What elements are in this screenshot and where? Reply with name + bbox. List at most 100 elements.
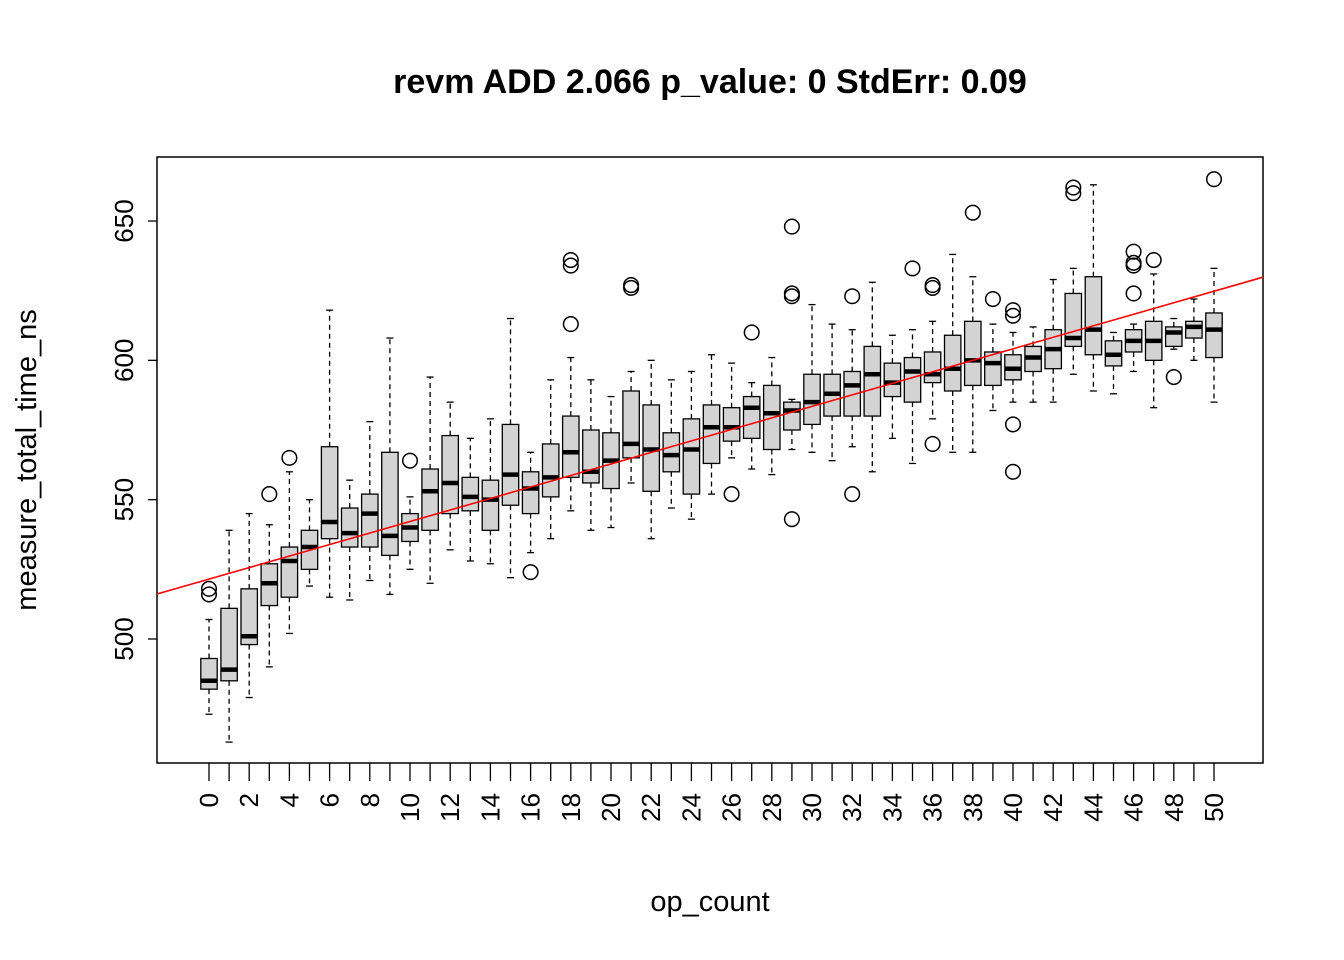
x-tick-label: 32 <box>837 793 867 822</box>
box-group-9 <box>381 337 399 596</box>
box-iqr <box>582 429 600 484</box>
box-group-15 <box>501 317 520 579</box>
x-tick-label: 0 <box>194 793 224 807</box>
box-iqr <box>722 407 741 442</box>
outlier-point <box>924 277 941 294</box>
outlier-point <box>1205 171 1223 188</box>
x-axis-label: op_count <box>650 886 769 918</box>
regression-line <box>156 276 1264 595</box>
x-tick-label: 6 <box>315 793 345 807</box>
x-tick-label: 24 <box>676 793 706 822</box>
box-group-25 <box>702 354 721 495</box>
outlier-point <box>1065 185 1082 202</box>
x-tick-label: 34 <box>877 793 907 822</box>
outlier-point <box>1065 179 1082 196</box>
y-axis-label: measure_total_time_ns <box>11 309 43 610</box>
outlier-point <box>281 449 298 466</box>
box-group-31 <box>823 323 841 462</box>
box-group-35 <box>903 260 922 465</box>
box-group-49 <box>1185 298 1203 361</box>
box-iqr <box>702 404 721 465</box>
box-group-24 <box>682 370 701 520</box>
box-group-16 <box>521 451 540 581</box>
x-tick-label: 22 <box>636 793 666 822</box>
outlier-point <box>1004 307 1022 324</box>
box-group-19 <box>582 379 600 531</box>
box-group-2 <box>240 512 259 699</box>
x-tick-label: 12 <box>435 793 465 822</box>
outlier-point <box>200 580 218 597</box>
box-group-26 <box>722 362 741 503</box>
regression-layer <box>156 276 1264 595</box>
outlier-point <box>984 290 1001 308</box>
box-group-36 <box>923 277 942 452</box>
x-tick-label: 28 <box>757 793 787 822</box>
x-tick-label: 36 <box>918 793 948 822</box>
x-tick-label: 42 <box>1038 793 1068 822</box>
box-iqr <box>421 468 439 531</box>
outlier-point <box>783 511 800 528</box>
box-iqr <box>381 451 399 557</box>
box-group-4 <box>280 449 299 635</box>
box-group-43 <box>1064 179 1083 375</box>
x-tick-label: 26 <box>717 793 747 822</box>
box-iqr <box>501 423 520 506</box>
outlier-point <box>261 486 278 503</box>
outlier-point <box>1004 463 1022 480</box>
box-group-48 <box>1164 317 1183 386</box>
outlier-point <box>623 277 640 294</box>
outlier-point <box>1145 251 1162 269</box>
outlier-point <box>562 251 579 269</box>
outlier-point <box>743 324 760 341</box>
box-iqr <box>1164 326 1183 348</box>
box-iqr <box>783 401 801 431</box>
box-iqr <box>320 446 339 540</box>
y-axis: 500 550 600 650 <box>109 199 157 661</box>
box-iqr <box>521 471 540 515</box>
box-group-39 <box>984 290 1002 412</box>
box-group-40 <box>1004 302 1022 480</box>
y-tick-label: 500 <box>109 617 139 660</box>
box-group-14 <box>481 418 500 565</box>
x-tick-label: 10 <box>395 793 425 822</box>
x-tick-label: 16 <box>516 793 546 822</box>
box-iqr <box>360 493 379 548</box>
outlier-point <box>1125 285 1142 302</box>
y-tick-label: 600 <box>109 339 139 382</box>
x-tick-label: 40 <box>998 793 1028 822</box>
box-group-10 <box>401 452 419 570</box>
outlier-point <box>1004 416 1022 433</box>
box-group-50 <box>1205 171 1223 403</box>
box-group-44 <box>1084 184 1103 392</box>
box-group-21 <box>622 277 640 484</box>
box-iqr <box>561 415 580 479</box>
outlier-point <box>783 285 800 302</box>
box-group-22 <box>642 359 661 540</box>
outlier-point <box>562 316 579 333</box>
chart-title: revm ADD 2.066 p_value: 0 StdErr: 0.09 <box>393 63 1027 101</box>
box-group-0 <box>200 580 218 715</box>
box-group-20 <box>602 395 620 529</box>
y-tick-label: 550 <box>109 478 139 521</box>
box-iqr <box>963 320 982 387</box>
outlier-point <box>401 452 419 469</box>
box-iqr <box>1205 312 1223 359</box>
box-group-42 <box>1044 278 1063 403</box>
outlier-point <box>200 586 218 603</box>
outlier-point <box>844 486 861 503</box>
box-iqr <box>240 588 259 646</box>
box-group-5 <box>300 499 319 587</box>
box-group-8 <box>360 420 379 582</box>
x-tick-label: 44 <box>1078 793 1108 822</box>
outlier-point <box>723 486 740 503</box>
box-iqr <box>923 351 942 384</box>
x-tick-label: 8 <box>355 793 385 807</box>
outlier-point <box>844 288 861 305</box>
outlier-point <box>1125 254 1142 271</box>
y-tick-label: 650 <box>109 199 139 242</box>
x-tick-label: 38 <box>958 793 988 822</box>
box-group-13 <box>461 437 480 562</box>
box-iqr <box>622 390 640 459</box>
box-group-18 <box>561 251 580 512</box>
